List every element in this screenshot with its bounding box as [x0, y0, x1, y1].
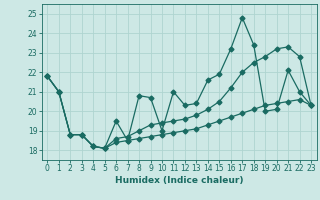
X-axis label: Humidex (Indice chaleur): Humidex (Indice chaleur) [115, 176, 244, 185]
